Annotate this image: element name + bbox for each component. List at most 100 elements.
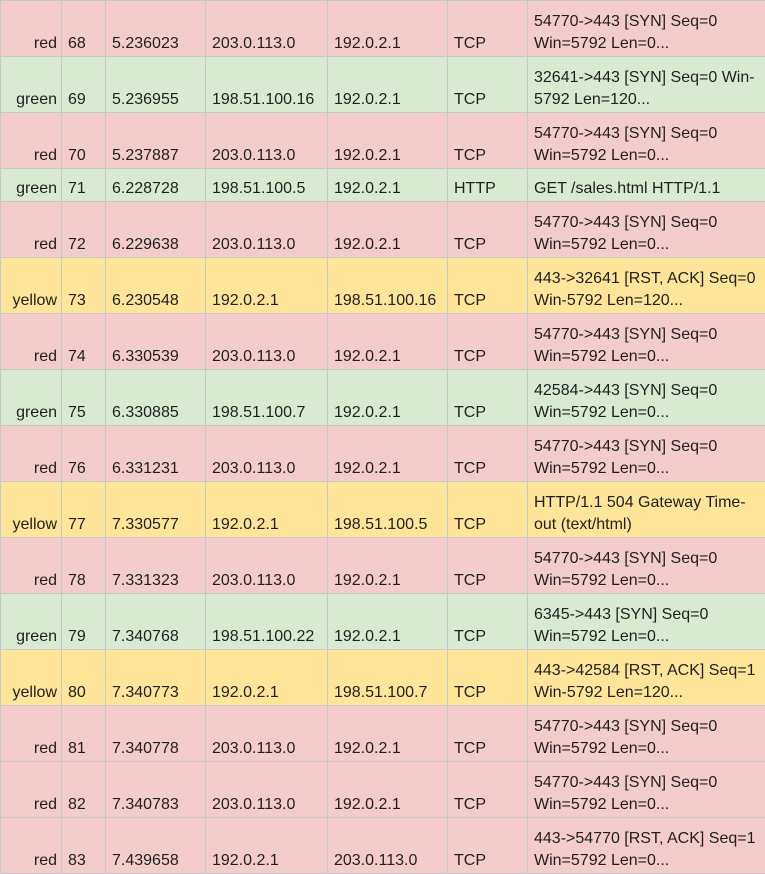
cell-protocol[interactable]: TCP [448,258,528,314]
cell-time[interactable]: 5.237887 [106,113,206,169]
cell-packet-number[interactable]: 77 [62,482,106,538]
cell-color-label[interactable]: green [1,57,62,113]
cell-info[interactable]: 42584->443 [SYN] Seq=0 Win=5792 Len=0... [528,370,765,426]
cell-destination-ip[interactable]: 192.0.2.1 [328,57,448,113]
cell-source-ip[interactable]: 198.51.100.16 [206,57,328,113]
cell-destination-ip[interactable]: 192.0.2.1 [328,706,448,762]
cell-protocol[interactable]: TCP [448,538,528,594]
cell-source-ip[interactable]: 203.0.113.0 [206,538,328,594]
cell-time[interactable]: 6.331231 [106,426,206,482]
cell-color-label[interactable]: red [1,818,62,874]
cell-protocol[interactable]: TCP [448,57,528,113]
cell-destination-ip[interactable]: 192.0.2.1 [328,1,448,57]
cell-color-label[interactable]: red [1,113,62,169]
cell-protocol[interactable]: TCP [448,314,528,370]
cell-packet-number[interactable]: 79 [62,594,106,650]
cell-time[interactable]: 6.230548 [106,258,206,314]
cell-destination-ip[interactable]: 192.0.2.1 [328,426,448,482]
cell-info[interactable]: 32641->443 [SYN] Seq=0 Win-5792 Len=120.… [528,57,765,113]
cell-source-ip[interactable]: 203.0.113.0 [206,762,328,818]
cell-source-ip[interactable]: 203.0.113.0 [206,706,328,762]
cell-info[interactable]: 6345->443 [SYN] Seq=0 Win=5792 Len=0... [528,594,765,650]
cell-info[interactable]: 54770->443 [SYN] Seq=0 Win=5792 Len=0... [528,762,765,818]
cell-info[interactable]: 443->42584 [RST, ACK] Seq=1 Win-5792 Len… [528,650,765,706]
cell-info[interactable]: 54770->443 [SYN] Seq=0 Win=5792 Len=0... [528,1,765,57]
cell-time[interactable]: 7.439658 [106,818,206,874]
cell-time[interactable]: 7.340768 [106,594,206,650]
cell-time[interactable]: 7.340778 [106,706,206,762]
cell-info[interactable]: HTTP/1.1 504 Gateway Time-out (text/html… [528,482,765,538]
cell-color-label[interactable]: red [1,202,62,258]
cell-color-label[interactable]: red [1,706,62,762]
cell-packet-number[interactable]: 72 [62,202,106,258]
cell-protocol[interactable]: TCP [448,1,528,57]
cell-source-ip[interactable]: 198.51.100.5 [206,169,328,202]
cell-destination-ip[interactable]: 192.0.2.1 [328,762,448,818]
cell-packet-number[interactable]: 75 [62,370,106,426]
cell-packet-number[interactable]: 83 [62,818,106,874]
cell-packet-number[interactable]: 81 [62,706,106,762]
cell-source-ip[interactable]: 192.0.2.1 [206,258,328,314]
cell-info[interactable]: 54770->443 [SYN] Seq=0 Win=5792 Len=0... [528,202,765,258]
cell-packet-number[interactable]: 69 [62,57,106,113]
cell-protocol[interactable]: TCP [448,650,528,706]
cell-destination-ip[interactable]: 192.0.2.1 [328,202,448,258]
cell-info[interactable]: 54770->443 [SYN] Seq=0 Win=5792 Len=0... [528,314,765,370]
cell-source-ip[interactable]: 198.51.100.22 [206,594,328,650]
cell-protocol[interactable]: TCP [448,706,528,762]
cell-packet-number[interactable]: 82 [62,762,106,818]
cell-source-ip[interactable]: 203.0.113.0 [206,113,328,169]
cell-color-label[interactable]: yellow [1,482,62,538]
cell-destination-ip[interactable]: 192.0.2.1 [328,113,448,169]
cell-destination-ip[interactable]: 203.0.113.0 [328,818,448,874]
cell-destination-ip[interactable]: 192.0.2.1 [328,314,448,370]
cell-packet-number[interactable]: 76 [62,426,106,482]
cell-source-ip[interactable]: 192.0.2.1 [206,482,328,538]
cell-color-label[interactable]: green [1,370,62,426]
cell-protocol[interactable]: TCP [448,594,528,650]
cell-color-label[interactable]: red [1,538,62,594]
cell-packet-number[interactable]: 74 [62,314,106,370]
cell-packet-number[interactable]: 80 [62,650,106,706]
cell-packet-number[interactable]: 68 [62,1,106,57]
cell-packet-number[interactable]: 78 [62,538,106,594]
cell-source-ip[interactable]: 192.0.2.1 [206,650,328,706]
cell-protocol[interactable]: TCP [448,762,528,818]
cell-protocol[interactable]: TCP [448,370,528,426]
cell-time[interactable]: 7.331323 [106,538,206,594]
cell-source-ip[interactable]: 203.0.113.0 [206,202,328,258]
cell-protocol[interactable]: TCP [448,113,528,169]
cell-time[interactable]: 7.340783 [106,762,206,818]
cell-time[interactable]: 6.330539 [106,314,206,370]
cell-source-ip[interactable]: 192.0.2.1 [206,818,328,874]
cell-protocol[interactable]: HTTP [448,169,528,202]
cell-time[interactable]: 5.236023 [106,1,206,57]
cell-source-ip[interactable]: 198.51.100.7 [206,370,328,426]
cell-packet-number[interactable]: 70 [62,113,106,169]
cell-destination-ip[interactable]: 192.0.2.1 [328,538,448,594]
cell-color-label[interactable]: green [1,169,62,202]
cell-packet-number[interactable]: 71 [62,169,106,202]
cell-info[interactable]: 443->32641 [RST, ACK] Seq=0 Win-5792 Len… [528,258,765,314]
cell-color-label[interactable]: yellow [1,258,62,314]
cell-time[interactable]: 6.229638 [106,202,206,258]
cell-destination-ip[interactable]: 192.0.2.1 [328,594,448,650]
cell-info[interactable]: 54770->443 [SYN] Seq=0 Win=5792 Len=0... [528,426,765,482]
cell-time[interactable]: 7.330577 [106,482,206,538]
cell-color-label[interactable]: red [1,426,62,482]
